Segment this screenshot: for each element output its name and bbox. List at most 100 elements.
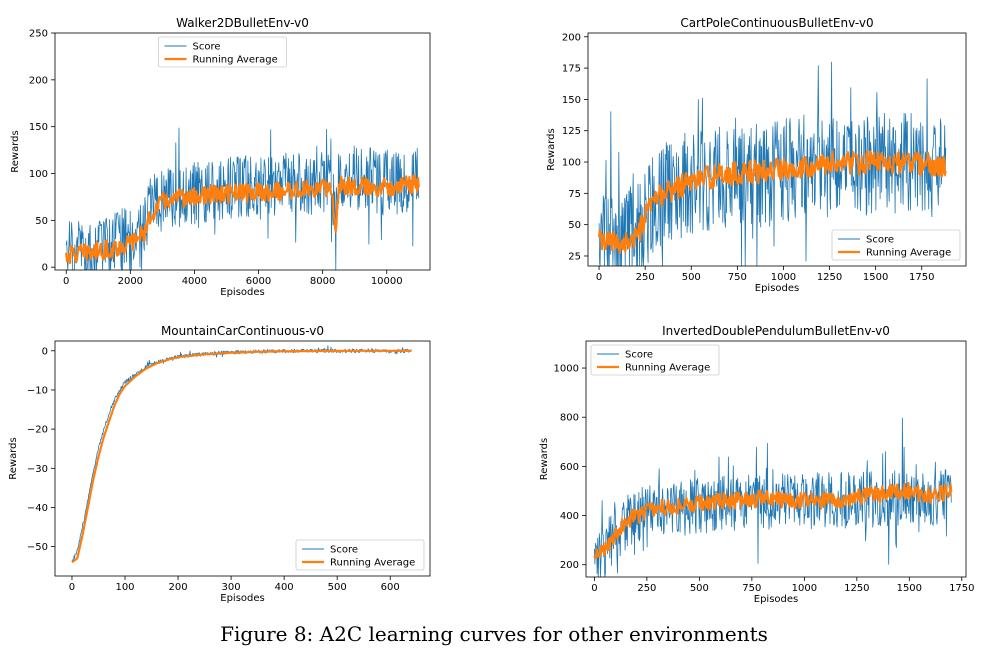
x-tick-label: 1250 — [817, 272, 842, 283]
x-tick-label: 0 — [596, 272, 602, 283]
y-tick-label: 25 — [568, 251, 581, 262]
y-tick-label: 50 — [35, 216, 48, 227]
legend-label: Running Average — [193, 55, 278, 66]
chart-panel: 0 2000 4000 6000 8000 10000 0 50 100 150 200 250 Wal… — [10, 16, 431, 298]
y-tick-label: 0 — [42, 346, 48, 357]
x-tick-label: 250 — [636, 272, 655, 283]
y-tick-label: −50 — [27, 542, 48, 553]
legend: Score Running Average — [158, 36, 287, 68]
x-tick-label: 300 — [222, 582, 241, 593]
y-tick-label: −40 — [27, 503, 48, 514]
x-tick-label: 500 — [682, 272, 701, 283]
chart-title: CartPoleContinuousBulletEnv-v0 — [680, 16, 873, 30]
axes-frame — [54, 32, 431, 271]
x-tick-label: 250 — [637, 583, 656, 594]
chart-title: Walker2DBulletEnv-v0 — [176, 16, 309, 30]
legend: Score Running Average — [831, 229, 961, 261]
y-tick-label: 200 — [29, 75, 48, 86]
x-tick-label: 4000 — [182, 276, 207, 287]
y-tick-label: 150 — [562, 95, 581, 106]
x-tick-label: 600 — [381, 582, 400, 593]
score-line — [65, 127, 420, 270]
y-tick-label: 600 — [560, 462, 579, 473]
legend-box — [590, 344, 720, 376]
x-tick-label: 200 — [169, 582, 188, 593]
legend-label: Running Average — [866, 248, 951, 259]
x-axis-label: Episodes — [754, 594, 798, 605]
x-tick-label: 10000 — [371, 276, 403, 287]
x-tick-label: 2000 — [118, 276, 143, 287]
y-tick-label: 1000 — [554, 364, 579, 375]
y-tick-label: −10 — [27, 385, 48, 396]
legend: Score Running Average — [295, 539, 425, 571]
chart-panel: 0 100 200 300 400 500 600 0 −10 −20 −30 −40 −50 Mount… — [8, 324, 431, 604]
x-tick-label: 100 — [115, 582, 134, 593]
y-tick-label: −20 — [27, 425, 48, 436]
y-tick-label: 50 — [568, 220, 581, 231]
y-tick-label: 400 — [560, 511, 579, 522]
legend-box — [295, 539, 425, 571]
x-tick-label: 750 — [742, 583, 761, 594]
plot-area — [598, 61, 947, 266]
axes-frame — [585, 340, 967, 578]
y-axis-label: Rewards — [539, 438, 550, 480]
axes-frame — [54, 340, 431, 577]
y-tick-label: 175 — [562, 64, 581, 75]
y-tick-label: 100 — [29, 169, 48, 180]
plot-area — [593, 417, 953, 577]
plot-area — [71, 345, 412, 564]
y-tick-label: 200 — [560, 560, 579, 571]
x-tick-label: 1000 — [771, 272, 796, 283]
y-axis-label: Rewards — [10, 130, 21, 172]
y-tick-label: 150 — [29, 122, 48, 133]
plot-area — [65, 127, 420, 270]
legend-label: Running Average — [330, 558, 415, 569]
x-tick-label: 1250 — [844, 583, 869, 594]
x-tick-label: 500 — [690, 583, 709, 594]
running-average-line — [71, 349, 412, 564]
y-tick-label: −30 — [27, 464, 48, 475]
legend-label: Score — [330, 545, 358, 556]
x-tick-label: 6000 — [246, 276, 271, 287]
y-tick-label: 0 — [42, 263, 48, 274]
chart-title: InvertedDoublePendulumBulletEnv-v0 — [662, 324, 890, 338]
x-axis-label: Episodes — [755, 283, 799, 294]
score-line — [71, 345, 412, 563]
legend-label: Score — [866, 235, 894, 246]
chart-panel: 0 250 500 750 1000 1250 1500 1750 200 400 600 800 10… — [539, 324, 975, 605]
x-axis-label: Episodes — [220, 287, 264, 298]
x-tick-label: 1750 — [949, 583, 974, 594]
legend-box — [158, 36, 287, 68]
y-tick-label: 250 — [29, 29, 48, 40]
y-tick-label: 100 — [562, 158, 581, 169]
chart-panel: 0 250 500 750 1000 1250 1500 1750 25 50 75 100 125 15… — [546, 16, 967, 294]
x-tick-label: 1000 — [792, 583, 817, 594]
y-tick-label: 800 — [560, 413, 579, 424]
x-tick-label: 1500 — [897, 583, 922, 594]
x-tick-label: 0 — [591, 583, 597, 594]
x-tick-label: 400 — [275, 582, 294, 593]
x-axis-label: Episodes — [220, 593, 264, 604]
legend-label: Running Average — [625, 363, 710, 374]
axes-frame — [587, 32, 967, 267]
legend: Score Running Average — [590, 344, 720, 376]
x-tick-label: 0 — [69, 582, 75, 593]
x-tick-label: 500 — [328, 582, 347, 593]
legend-label: Score — [193, 42, 221, 53]
y-tick-label: 125 — [562, 126, 581, 137]
y-axis-label: Rewards — [546, 128, 557, 170]
x-tick-label: 0 — [63, 276, 69, 287]
x-tick-label: 8000 — [310, 276, 335, 287]
score-line — [594, 417, 952, 577]
x-tick-label: 750 — [728, 272, 747, 283]
running-average-line — [598, 150, 947, 255]
running-average-line — [65, 174, 420, 265]
y-tick-label: 200 — [562, 32, 581, 43]
legend-label: Score — [625, 350, 653, 361]
y-axis-label: Rewards — [8, 437, 19, 479]
running-average-line — [593, 481, 953, 560]
score-line — [598, 61, 947, 266]
y-tick-label: 75 — [568, 189, 581, 200]
figure-caption: Figure 8: A2C learning curves for other … — [220, 622, 768, 646]
